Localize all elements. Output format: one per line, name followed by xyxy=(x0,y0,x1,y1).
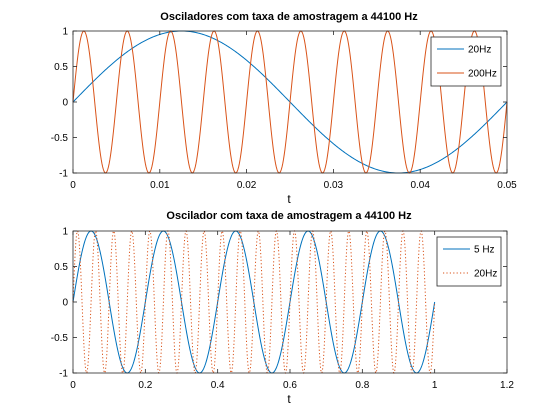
legend-box xyxy=(430,36,502,87)
y-tick-label: 0 xyxy=(62,298,68,309)
x-tick-label: 1.2 xyxy=(500,380,514,391)
chart-title: Osciladores com taxa de amostragem a 441… xyxy=(160,11,418,23)
y-tick-label: 1 xyxy=(62,227,68,238)
legend-label: 200Hz xyxy=(468,69,497,80)
x-tick-label: 0.03 xyxy=(324,180,344,191)
x-tick-label: 0.8 xyxy=(355,380,369,391)
y-tick-label: -1 xyxy=(59,369,68,380)
y-tick-label: 0 xyxy=(62,98,68,109)
x-tick-label: 0 xyxy=(70,380,76,391)
y-tick-label: 0.5 xyxy=(54,262,68,273)
chart-title: Oscilador com taxa de amostragem a 44100… xyxy=(166,210,412,222)
legend-label: 20Hz xyxy=(468,45,491,56)
legend-box xyxy=(436,236,502,287)
x-tick-label: 0.02 xyxy=(237,180,257,191)
y-tick-label: -1 xyxy=(59,169,68,180)
chart-bottom: Oscilador com taxa de amostragem a 44100… xyxy=(51,210,515,406)
x-axis-label: t xyxy=(287,192,291,206)
legend-label: 5 Hz xyxy=(474,245,495,256)
x-tick-label: 0.05 xyxy=(497,180,517,191)
x-axis-label: t xyxy=(287,392,291,406)
x-tick-label: 0.4 xyxy=(211,380,225,391)
x-tick-label: 0.01 xyxy=(150,180,170,191)
series-line-1 xyxy=(72,230,436,374)
y-tick-label: 1 xyxy=(62,27,68,38)
y-tick-label: 0.5 xyxy=(54,62,68,73)
legend: 5 Hz 20Hz xyxy=(436,236,502,287)
y-tick-label: -0.5 xyxy=(51,133,69,144)
x-tick-label: 0 xyxy=(70,180,76,191)
y-tick-label: -0.5 xyxy=(51,333,69,344)
x-tick-label: 0.04 xyxy=(410,180,430,191)
x-tick-label: 0.6 xyxy=(283,380,297,391)
x-tick-label: 1 xyxy=(432,380,438,391)
legend-label: 20Hz xyxy=(474,269,497,280)
legend: 20Hz 200Hz xyxy=(430,36,502,87)
chart-top: Osciladores com taxa de amostragem a 441… xyxy=(51,11,517,206)
x-tick-label: 0.2 xyxy=(138,380,152,391)
